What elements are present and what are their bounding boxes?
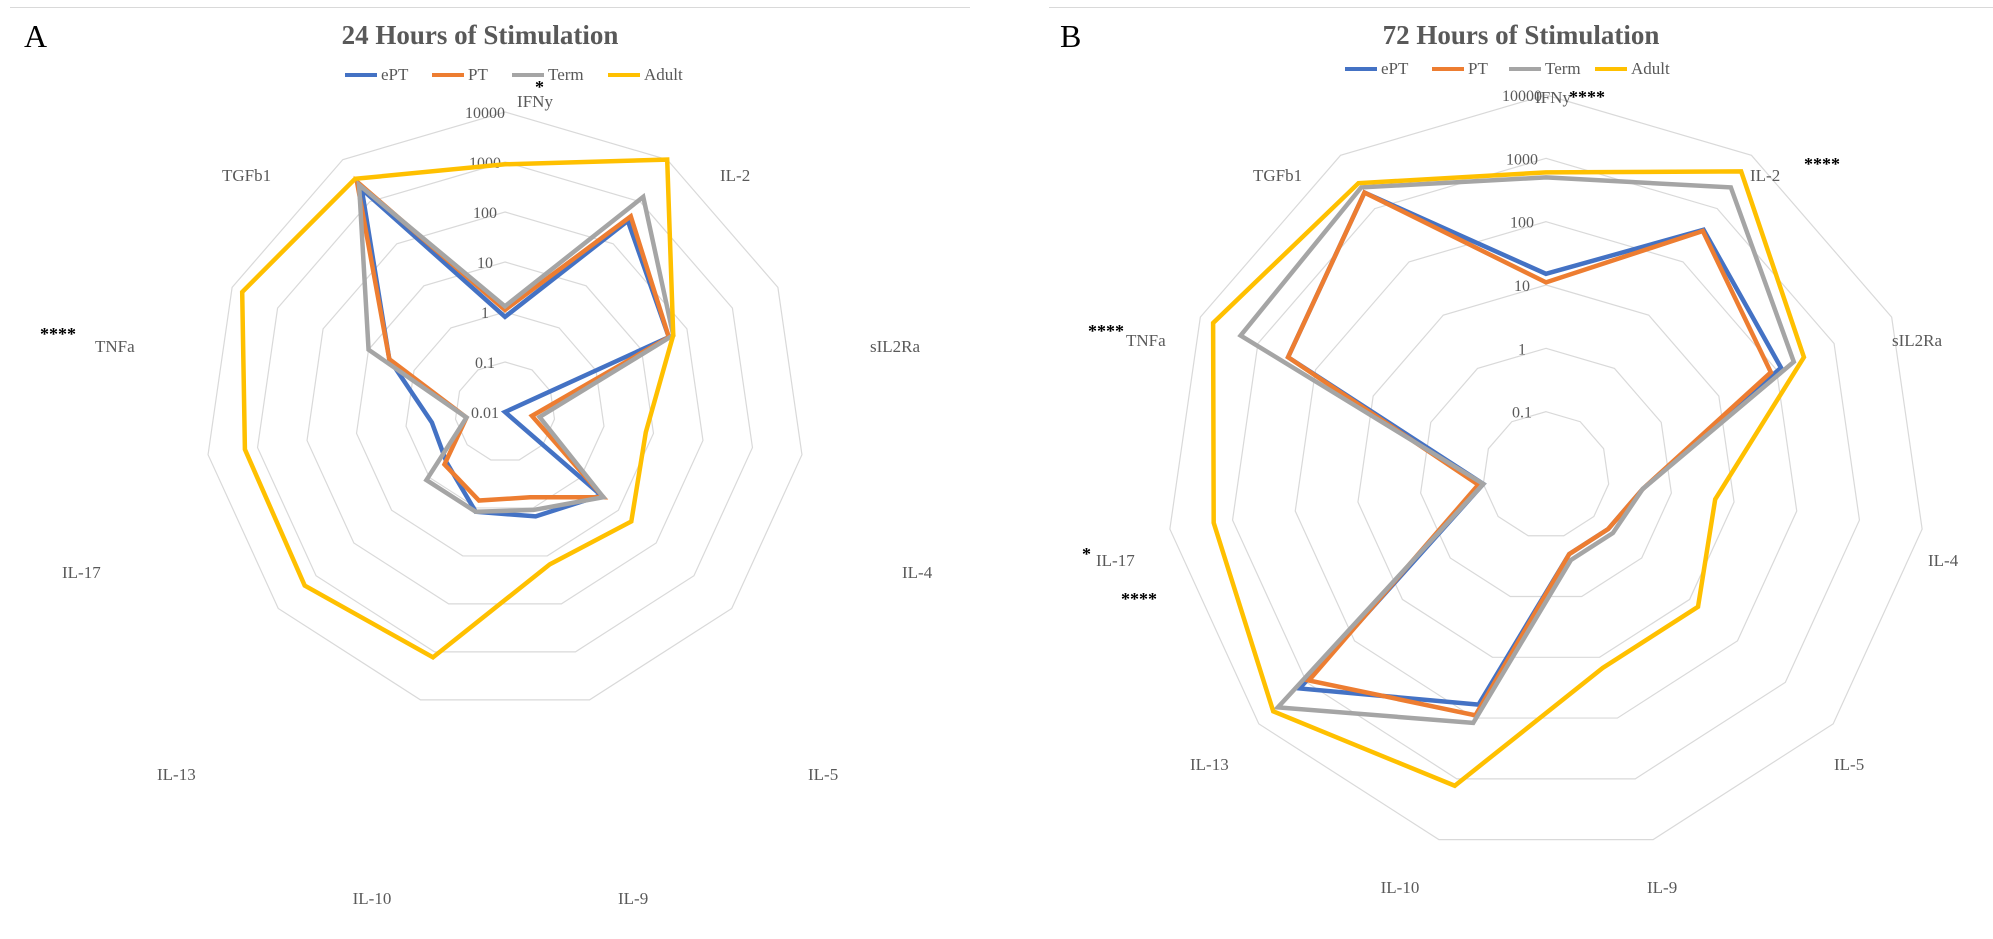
significance-ifny: **** (1569, 87, 1605, 107)
legend-label-pt: PT (1468, 59, 1488, 78)
grid-ring (1231, 157, 1861, 780)
axis-label-il-13: IL-13 (1190, 755, 1229, 774)
chart-title: 72 Hours of Stimulation (1383, 20, 1660, 50)
axis-label-il-4: IL-4 (1928, 551, 1959, 570)
chart-title: 24 Hours of Stimulation (342, 20, 619, 50)
tick-label: 100 (1510, 215, 1534, 232)
tick-label: 1000 (1506, 151, 1538, 168)
significance-il-13: **** (1121, 589, 1157, 609)
legend-label-ept: ePT (1381, 59, 1409, 78)
axis-label-tnfa: TNFa (1126, 331, 1166, 350)
legend-label-term: Term (1545, 59, 1581, 78)
grid-ring (1169, 94, 1923, 841)
axis-label-il-4: IL-4 (902, 563, 933, 582)
axis-label-il-10: IL-10 (353, 889, 392, 908)
panel-a-label: A (24, 18, 48, 54)
series-ept (1285, 189, 1784, 707)
axis-label-il-10: IL-10 (1381, 878, 1420, 897)
axis-label-tgfb1: TGFb1 (1253, 166, 1302, 185)
legend-label-term: Term (548, 65, 584, 84)
axis-label-il-5: IL-5 (1834, 755, 1864, 774)
axis-label-il-17: IL-17 (1096, 551, 1135, 570)
axis-label-il-9: IL-9 (1647, 878, 1677, 897)
panel-b-top-rule (1049, 7, 1993, 8)
axis-label-ifny: IFNy (517, 92, 553, 111)
significance-ifny: * (535, 77, 544, 97)
series-adult (239, 157, 676, 661)
legend-label-pt: PT (468, 65, 488, 84)
series-pt (353, 175, 672, 503)
axis-label-sil2ra: sIL2Ra (1892, 331, 1943, 350)
tick-label: 1 (1518, 341, 1526, 358)
tick-label: 1 (481, 305, 489, 322)
grid-ring (1357, 284, 1735, 658)
grid-ring (1482, 411, 1610, 537)
significance-il-2: **** (1804, 154, 1840, 174)
axis-label-il-5: IL-5 (808, 765, 838, 784)
axis-label-ifny: IFNy (1535, 88, 1571, 107)
axis-label-il-9: IL-9 (618, 889, 648, 908)
series-term (356, 179, 676, 515)
axis-label-il-2: IL-2 (720, 166, 750, 185)
series-term (1237, 175, 1797, 726)
panel-a-top-rule (10, 7, 970, 8)
series-ept (358, 183, 672, 519)
legend-label-ept: ePT (381, 65, 409, 84)
axis-label-il-2: IL-2 (1750, 166, 1780, 185)
axis-label-il-13: IL-13 (157, 765, 196, 784)
radar-chart-72h: 72 Hours of Stimulation ePT PT Term Adult 0.1… (1082, 20, 1959, 897)
tick-label: 10000 (465, 105, 505, 122)
axis-label-tnfa: TNFa (95, 337, 135, 356)
tick-label: 0.1 (1512, 405, 1532, 422)
grid-ring (355, 261, 655, 557)
grid-ring (454, 361, 556, 461)
radar-chart-24h: 24 Hours of Stimulation ePT PT Term Adult 0.0… (40, 20, 933, 908)
grid-ring (256, 161, 754, 653)
tick-label: 0.1 (475, 355, 495, 372)
panel-b-label: B (1060, 18, 1082, 54)
tick-label: 10 (477, 255, 493, 272)
axis-label-il-17: IL-17 (62, 563, 101, 582)
legend-label-adult: Adult (1631, 59, 1670, 78)
axis-label-sil2ra: sIL2Ra (870, 337, 921, 356)
grid-ring (405, 311, 605, 509)
tick-label: 100 (473, 205, 497, 222)
panel-a: A 24 Hours of Stimulation ePT PT Term Adult 0… (0, 0, 980, 939)
panel-b: B 72 Hours of Stimulation ePT PT Term Adult 0… (1035, 0, 1993, 939)
grid-ring (1294, 221, 1798, 719)
tick-label: 10 (1514, 278, 1530, 295)
series-pt (1285, 189, 1774, 718)
grid-ring (207, 111, 803, 701)
significance-il-17: * (1082, 544, 1091, 564)
significance-tnfa: **** (1088, 321, 1124, 341)
tick-label: 0.01 (471, 405, 499, 422)
tick-label: 10000 (1502, 88, 1542, 105)
series-adult (1210, 169, 1807, 789)
significance-tnfa: **** (40, 324, 76, 344)
legend-label-adult: Adult (644, 65, 683, 84)
axis-label-tgfb1: TGFb1 (222, 166, 271, 185)
